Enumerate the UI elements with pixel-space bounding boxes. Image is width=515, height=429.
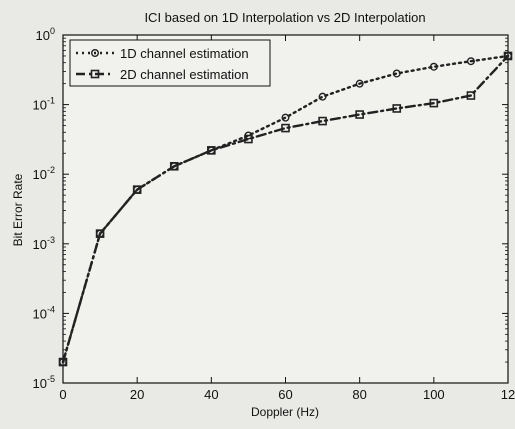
data-point-circle (281, 113, 290, 122)
y-tick-label: 10-4 (33, 304, 55, 321)
data-point-square (244, 134, 253, 144)
data-point-square (132, 185, 142, 194)
legend: 1D channel estimation 2D channel estimati… (69, 39, 271, 87)
x-tick-label: 0 (59, 387, 66, 402)
legend-box (69, 39, 271, 87)
data-point-square (281, 123, 290, 133)
data-point-square (207, 146, 216, 155)
chart-title: ICI based on 1D Interpolation vs 2D Inte… (144, 10, 425, 25)
axes-box (62, 34, 509, 384)
data-point-square (429, 98, 439, 108)
data-point-circle (355, 79, 364, 88)
legend-marker-circle (90, 49, 99, 58)
y-tick-label: 10-1 (33, 96, 55, 113)
x-tick-label: 12 (501, 387, 515, 402)
data-point-square (169, 161, 179, 171)
y-tick-label: 10-5 (33, 374, 55, 391)
x-tick-label: 40 (204, 387, 218, 402)
x-tick-label: 20 (130, 387, 144, 402)
data-point-square (392, 104, 402, 113)
x-tick-label: 60 (278, 387, 292, 402)
data-point-square (355, 110, 364, 119)
data-point-square (58, 357, 68, 367)
data-point-circle (429, 62, 438, 71)
y-tick-label: 100 (36, 26, 55, 43)
y-tick-label: 10-2 (33, 165, 55, 182)
y-tick-label: 10-3 (33, 235, 55, 252)
series-line-2 (61, 54, 510, 364)
data-point-square (95, 229, 105, 238)
legend-marker-square (90, 69, 100, 79)
x-tick-label: 80 (352, 387, 366, 402)
legend-label-2: 2D channel estimation (120, 67, 249, 82)
data-point-circle (318, 92, 327, 101)
data-point-square (503, 51, 513, 61)
y-axis-label: Bit Error Rate (11, 173, 25, 246)
data-point-circle (392, 69, 401, 78)
data-point-circle (466, 57, 475, 66)
plot-area: 10-5 10-4 10-3 10-2 10-1 100 0 20 40 60 80 100 12 (33, 26, 515, 402)
x-tick-label: 100 (423, 387, 445, 402)
data-point-square (466, 91, 476, 100)
data-point-square (318, 116, 327, 126)
x-axis-label: Doppler (Hz) (251, 405, 319, 419)
legend-label-1: 1D channel estimation (120, 46, 249, 61)
